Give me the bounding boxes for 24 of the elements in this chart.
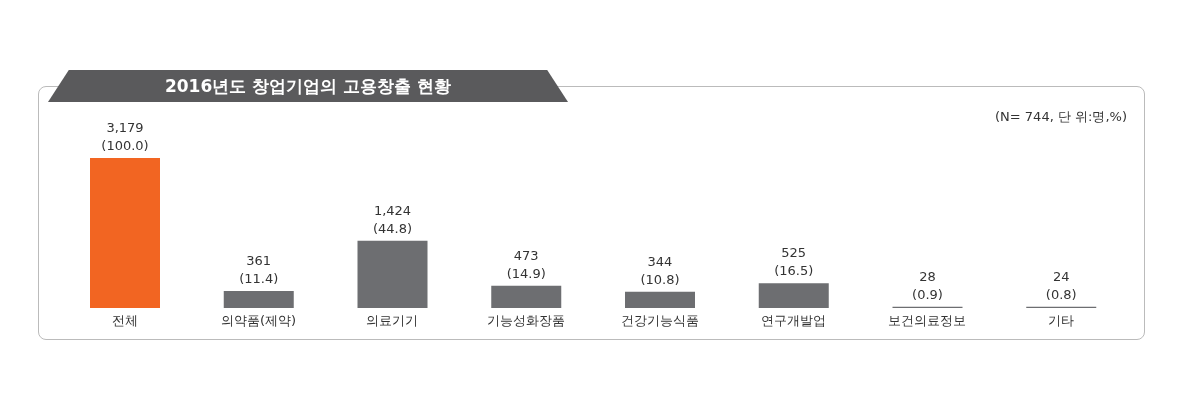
x-tick-label: 건강기능식품: [620, 313, 699, 329]
bar: [223, 290, 294, 308]
x-tick-label: 기타: [1048, 313, 1075, 329]
bar: [491, 285, 562, 308]
data-label: 361 (11.4): [239, 252, 279, 286]
data-label: 473 (14.9): [506, 247, 546, 281]
x-tick-label: 전체: [111, 313, 138, 329]
data-label: 344 (10.8): [640, 253, 680, 287]
bar: [90, 158, 160, 308]
data-label: 525 (16.5): [774, 245, 814, 279]
x-tick-label: 보건의료정보: [888, 313, 967, 329]
bar: [625, 291, 695, 308]
chart-title: 2016년도 창업기업의 고용창출 현황: [48, 70, 568, 102]
data-label: 1,424 (44.8): [372, 202, 413, 236]
data-label: 24 (0.8): [1045, 268, 1077, 302]
data-label: 28 (0.9): [912, 268, 943, 302]
bar: [357, 240, 428, 308]
x-tick-label: 의약품(제약): [221, 313, 297, 329]
text: (N= 744, 단 위:명,%): [995, 108, 1127, 126]
x-tick-label: 기능성화장품: [487, 313, 566, 329]
x-tick-label: 연구개발업: [761, 313, 827, 329]
data-label: 3,179 (100.0): [101, 120, 149, 153]
bar: [758, 283, 829, 308]
x-tick-label: 의료기기: [366, 313, 419, 329]
